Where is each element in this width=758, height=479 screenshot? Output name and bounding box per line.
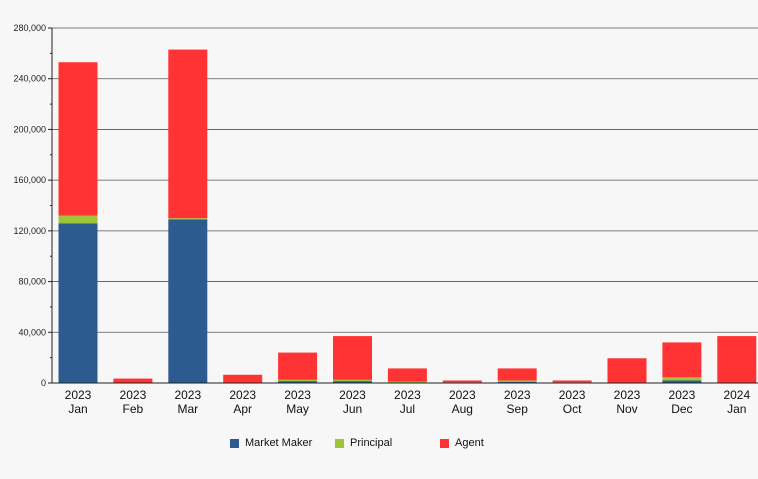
x-tick-label-month: Aug: [452, 402, 473, 416]
gridlines: [52, 27, 758, 333]
bar-segment-principal: [497, 380, 537, 382]
bar-segment-principal: [333, 379, 372, 382]
x-tick-label-month: May: [286, 402, 309, 416]
x-tick-label-year: 2023: [394, 388, 421, 402]
x-tick-label-month: Sep: [507, 402, 529, 416]
x-tick-label-year: 2023: [504, 388, 531, 402]
bar-segment-market-maker: [497, 381, 537, 383]
bar-segment-agent: [168, 49, 208, 219]
x-tick-label-month: Jun: [343, 402, 362, 416]
x-tick-label-month: Jan: [727, 402, 746, 416]
x-tick-label-year: 2023: [339, 388, 366, 402]
bar-segment-agent: [113, 378, 153, 383]
x-tick-labels: 2023Jan2023Feb2023Mar2023Apr2023May2023J…: [65, 388, 751, 416]
bar-segment-principal: [662, 377, 702, 381]
x-tick-label-year: 2023: [65, 388, 92, 402]
bar-segment-agent: [717, 336, 757, 383]
bar-segment-agent: [607, 358, 647, 383]
x-tick-label-month: Jul: [400, 402, 415, 416]
y-tick-labels: 0 40,000 80,000 120,000 160,000 200,000 240,00…: [13, 23, 52, 388]
x-tick-label-month: Oct: [563, 402, 582, 416]
bar-segment-principal: [278, 379, 318, 382]
bar-segment-agent: [278, 352, 318, 380]
x-tick-label-year: 2023: [559, 388, 586, 402]
y-tick-label: 200,000: [13, 124, 46, 134]
x-tick-label-year: 2023: [120, 388, 147, 402]
bar-segment-principal: [387, 381, 427, 383]
bar-segment-agent: [223, 374, 263, 383]
x-tick-label-year: 2023: [669, 388, 696, 402]
bar-segment-principal: [58, 215, 98, 224]
y-tick-label: 0: [41, 378, 46, 388]
bar-segment-market-maker: [662, 380, 702, 383]
legend-item-principal: Principal: [335, 437, 392, 449]
bar-segment-agent: [58, 62, 98, 216]
legend-label-agent: Agent: [455, 437, 484, 449]
x-tick-label-month: Dec: [671, 402, 692, 416]
y-tick-label: 240,000: [13, 74, 46, 84]
legend-swatch-principal: [335, 438, 344, 448]
x-tick-label-year: 2023: [449, 388, 476, 402]
legend-label-principal: Principal: [350, 437, 393, 449]
legend: Market Maker Principal Agent: [0, 437, 758, 453]
x-tick-label-month: Nov: [616, 402, 637, 416]
x-tick-label-year: 2023: [614, 388, 641, 402]
bar-segment-agent: [333, 336, 372, 380]
y-tick-label: 40,000: [18, 327, 46, 337]
bars: [58, 49, 757, 384]
x-tick-label-year: 2024: [723, 388, 750, 402]
x-tick-label-month: Apr: [233, 402, 252, 416]
bar-segment-agent: [497, 368, 537, 381]
bar-segment-market-maker: [278, 381, 318, 383]
legend-label-market-maker: Market Maker: [245, 437, 313, 449]
y-tick-label: 160,000: [13, 175, 46, 185]
bar-segment-agent: [387, 368, 427, 382]
y-tick-label: 80,000: [18, 277, 46, 287]
bar-segment-market-maker: [58, 223, 98, 383]
bar-segment-market-maker: [168, 219, 208, 383]
legend-item-agent: Agent: [440, 437, 484, 449]
x-tick-label-month: Jan: [68, 402, 87, 416]
bar-segment-principal: [168, 218, 208, 220]
x-tick-label-year: 2023: [284, 388, 311, 402]
x-tick-label-year: 2023: [229, 388, 256, 402]
bar-segment-agent: [442, 380, 482, 383]
bar-segment-market-maker: [333, 381, 372, 383]
x-tick-label-month: Mar: [177, 402, 198, 416]
x-tick-label-year: 2023: [174, 388, 201, 402]
y-tick-label: 280,000: [13, 23, 46, 33]
legend-item-market-maker: Market Maker: [230, 437, 312, 449]
legend-swatch-market-maker: [230, 438, 239, 448]
bar-segment-agent: [662, 342, 702, 378]
bar-segment-agent: [552, 380, 592, 383]
x-tick-label-month: Feb: [123, 402, 144, 416]
axes: [51, 28, 758, 384]
legend-swatch-agent: [440, 438, 449, 448]
y-tick-label: 120,000: [13, 226, 46, 236]
